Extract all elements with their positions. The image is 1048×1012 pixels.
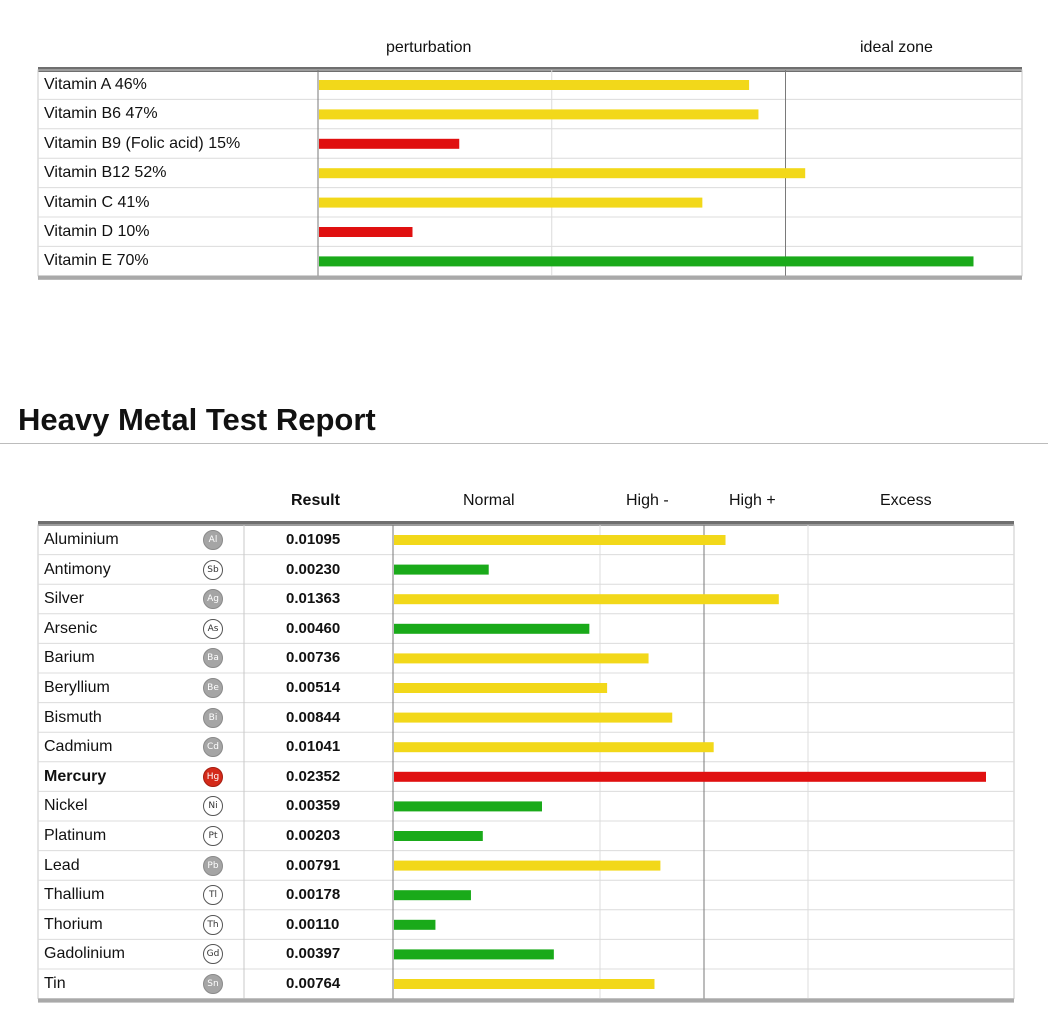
metal-bar [394,535,726,545]
metal-result-value: 0.00460 [286,619,341,637]
vitamin-header-ideal-zone: ideal zone [860,39,933,56]
vitamin-label: Vitamin B9 (Folic acid) 15% [44,134,241,152]
metal-bar [394,623,590,634]
element-symbol-badge: Be [203,678,223,698]
vitamin-bar [319,256,974,267]
metal-name: Gadolinium [44,945,125,963]
element-symbol-badge: Ag [203,589,223,610]
metal-name: Bismuth [44,708,102,726]
metal-name: Lead [44,856,80,874]
metal-bar [394,742,714,753]
vitamin-bar [319,227,413,237]
vitamin-bar [319,138,460,149]
page-title: Heavy Metal Test Report [18,402,376,437]
title-divider [0,443,1048,444]
metal-bottom-rule [38,998,1014,1003]
metal-result-value: 0.00844 [286,708,341,726]
metal-bar [394,979,655,989]
metal-name: Aluminium [44,531,119,548]
element-symbol-badge: Sn [203,974,223,994]
metal-bar [394,594,779,605]
metal-name: Cadmium [44,738,113,756]
metal-result-value: 0.00514 [286,679,341,696]
metal-bar [394,564,489,575]
element-symbol-badge: Al [203,530,223,550]
element-symbol-badge: As [203,618,223,639]
element-symbol-badge: Sb [203,559,223,580]
metal-result-value: 0.00791 [286,856,341,874]
metal-bar [394,919,436,930]
vitamin-chart [37,67,1023,280]
metal-name: Platinum [44,827,107,844]
metal-bar [394,801,542,812]
metal-result-value: 0.01041 [286,738,341,756]
metal-name: Arsenic [44,619,98,637]
element-symbol-badge: Hg [203,766,223,787]
vitamin-bar [319,109,759,120]
metal-name: Barium [44,649,95,667]
element-symbol-badge: Bi [203,707,223,728]
metal-result-value: 0.00359 [286,797,341,815]
metal-bar [394,949,554,960]
metal-result-value: 0.00110 [286,915,340,933]
metal-name: Thallium [44,886,105,904]
metal-bar [394,890,471,901]
element-symbol-badge: Cd [203,737,223,758]
vitamin-label: Vitamin C 41% [44,193,150,211]
metal-result-value: 0.00736 [286,649,341,667]
metal-header-result: Result [291,492,340,509]
metal-result-value: 0.00203 [286,827,341,844]
metal-bar [394,653,649,664]
element-symbol-badge: Ni [203,796,223,817]
element-symbol-badge: Pt [203,826,223,846]
metal-name: Thorium [44,915,103,933]
vitamin-label: Vitamin B12 52% [44,164,167,182]
metal-header-normal: Normal [463,492,515,509]
vitamin-bar [319,80,750,90]
metal-name: Beryllium [44,679,110,696]
metal-bar [394,771,986,782]
metal-bar [394,860,661,871]
metal-name: Silver [44,590,85,608]
metal-name: Nickel [44,797,88,815]
metal-bar [394,712,673,723]
metal-result-value: 0.00764 [286,975,341,992]
metal-result-value: 0.01095 [286,531,341,548]
vitamin-label: Vitamin E 70% [44,252,149,270]
metal-name: Tin [44,975,66,992]
vitamin-bar [319,168,806,179]
element-symbol-badge: Gd [203,944,223,965]
metal-bar [394,683,608,693]
vitamin-label: Vitamin A 46% [44,76,147,93]
vitamin-label: Vitamin D 10% [44,223,150,240]
vitamin-header-perturbation: perturbation [386,39,472,56]
metal-header-high-plus: High + [729,492,776,509]
metal-result-value: 0.00397 [286,945,341,963]
metal-result-value: 0.01363 [286,590,341,608]
metal-name: Antimony [44,560,111,578]
metal-result-value: 0.00178 [286,886,341,904]
vitamin-label: Vitamin B6 47% [44,105,158,123]
metal-top-rule [38,521,1014,526]
vitamin-bar [319,197,703,208]
element-symbol-badge: Ba [203,648,223,669]
element-symbol-badge: Tl [203,885,223,906]
metal-result-value: 0.02352 [286,767,341,785]
vitamin-bottom-rule [38,275,1022,280]
metal-result-value: 0.00230 [286,560,341,578]
element-symbol-badge: Pb [203,855,223,876]
element-symbol-badge: Th [203,914,223,935]
metal-name: Mercury [44,767,107,785]
metal-header-excess: Excess [880,492,932,509]
metal-bar [394,831,483,841]
metal-header-high-minus: High - [626,492,669,509]
